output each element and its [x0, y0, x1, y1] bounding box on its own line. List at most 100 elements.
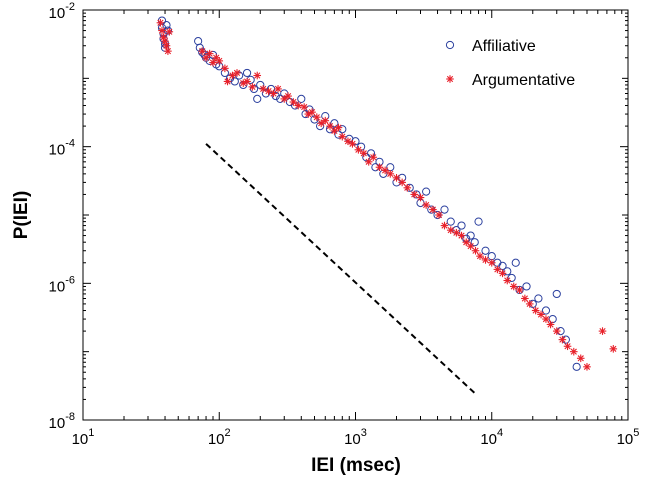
legend-circle-marker: [445, 40, 455, 50]
data-point-affiliative: [541, 306, 551, 315]
legend-marker-argumentative: [446, 75, 454, 83]
data-point-affiliative: [261, 89, 271, 98]
data-point-argumentative: [576, 354, 585, 363]
data-point-argumentative: [537, 310, 545, 319]
data-point-argumentative: [429, 205, 437, 214]
data-point-argumentative: [476, 252, 484, 260]
data-point-argumentative: [253, 71, 262, 80]
data-point-argumentative: [156, 18, 165, 27]
data-point-argumentative: [466, 242, 475, 250]
data-point-argumentative: [164, 47, 172, 55]
data-point-argumentative: [359, 149, 368, 158]
data-point-affiliative: [498, 261, 507, 270]
data-point-argumentative: [398, 178, 406, 187]
x-tick-label: 104: [480, 427, 503, 448]
data-point-argumentative: [330, 127, 339, 135]
data-point-argumentative: [440, 221, 449, 230]
data-point-argumentative: [435, 211, 443, 219]
x-axis-label: IEI (msec): [311, 455, 401, 476]
data-point-argumentative: [558, 335, 567, 344]
data-point-argumentative: [583, 363, 591, 371]
data-point-argumentative: [348, 140, 357, 148]
data-point-argumentative: [223, 77, 232, 86]
data-point-argumentative: [569, 347, 578, 356]
data-point-affiliative: [511, 258, 520, 267]
data-point-argumentative: [410, 190, 419, 199]
x-tick-label: 102: [208, 427, 231, 448]
data-point-affiliative: [474, 217, 483, 226]
y-tick-label: 10-8: [49, 411, 75, 432]
data-point-argumentative: [392, 174, 401, 182]
data-point-argumentative: [503, 276, 512, 285]
data-point-argumentative: [364, 158, 373, 166]
data-point-argumentative: [326, 122, 334, 130]
reference-line-group: [205, 143, 478, 397]
data-point-argumentative: [525, 300, 534, 308]
data-point-argumentative: [165, 27, 174, 36]
data-point-affiliative: [422, 187, 431, 196]
data-point-argumentative: [284, 92, 292, 100]
x-tick-label: 105: [617, 427, 640, 448]
data-point-argumentative: [481, 256, 490, 264]
data-point-argumentative: [386, 170, 395, 178]
x-tick-label: 103: [344, 427, 367, 448]
y-tick-label: 10-4: [49, 138, 75, 159]
data-point-argumentative: [228, 71, 237, 80]
data-point-argumentative: [215, 57, 224, 65]
data-point-argumentative: [403, 184, 412, 192]
data-point-argumentative: [274, 85, 282, 93]
legend: Affiliative Argumentative: [445, 38, 575, 89]
data-point-argumentative: [531, 306, 540, 315]
data-point-argumentative: [269, 89, 278, 98]
data-point-argumentative: [446, 226, 455, 234]
data-point-affiliative: [351, 137, 360, 146]
y-tick-label: 10-2: [49, 1, 75, 22]
data-point-argumentative: [313, 113, 321, 121]
data-point-argumentative: [248, 83, 257, 91]
data-point-affiliative: [507, 273, 516, 283]
data-point-affiliative: [253, 94, 262, 104]
data-point-argumentative: [542, 315, 550, 323]
data-point-argumentative: [205, 49, 214, 58]
y-axis-label: P(IEI): [11, 191, 32, 240]
data-point-argumentative: [158, 26, 166, 35]
data-point-argumentative: [471, 246, 480, 255]
data-point-argumentative: [598, 327, 607, 335]
data-point-affiliative: [522, 282, 531, 291]
data-point-affiliative: [534, 294, 543, 303]
series-argumentative: [156, 18, 618, 371]
data-point-argumentative: [563, 342, 572, 351]
y-tick-label: 10-6: [49, 274, 75, 295]
data-point-argumentative: [221, 64, 229, 73]
data-point-argumentative: [487, 258, 496, 267]
data-point-argumentative: [280, 95, 289, 103]
data-point-argumentative: [209, 58, 217, 67]
x-tick-label: 101: [72, 427, 95, 448]
data-point-argumentative: [162, 41, 171, 50]
plot-area: [82, 9, 629, 421]
data-point-argumentative: [243, 77, 251, 86]
data-point-affiliative: [440, 205, 449, 214]
data-point-argumentative: [498, 269, 507, 278]
legend-label-argumentative: Argumentative: [472, 72, 575, 89]
data-point-argumentative: [416, 193, 425, 202]
data-point-affiliative: [310, 115, 319, 124]
data-point-affiliative: [457, 221, 466, 230]
data-point-argumentative: [457, 231, 466, 240]
legend-label-affiliative: Affiliative: [472, 38, 536, 55]
legend-marker-affiliative: [445, 40, 455, 50]
data-point-affiliative: [466, 231, 475, 240]
data-point-argumentative: [546, 320, 555, 329]
data-point-argumentative: [300, 103, 308, 111]
data-point-argumentative: [609, 345, 618, 353]
data-point-affiliative: [446, 217, 455, 226]
data-point-affiliative: [552, 289, 561, 299]
data-point-affiliative: [297, 94, 306, 104]
data-point-argumentative: [233, 69, 241, 77]
data-point-argumentative: [289, 98, 298, 106]
data-point-argumentative: [375, 163, 384, 172]
data-point-argumentative: [381, 166, 389, 175]
data-point-affiliative: [481, 246, 490, 255]
data-point-argumentative: [422, 201, 430, 209]
